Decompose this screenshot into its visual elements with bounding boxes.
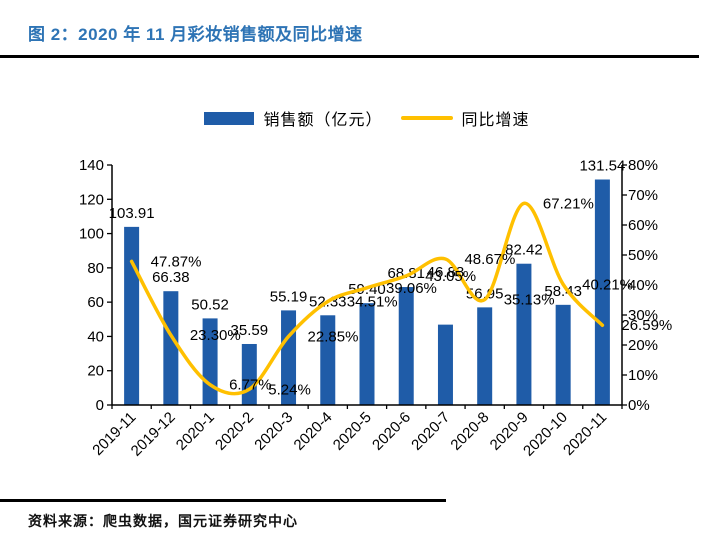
x-axis-category-label: 2020-10 (520, 409, 571, 460)
line-value-label: 22.85% (308, 328, 359, 345)
bar (437, 324, 453, 405)
bar (477, 307, 493, 405)
line-value-label: 67.21% (543, 195, 594, 212)
line-value-label: 48.67% (464, 251, 515, 268)
line-series-swatch (400, 116, 453, 120)
right-axis-tick-label: 50% (628, 247, 658, 264)
left-axis-tick-label: 80 (87, 260, 104, 277)
line-value-label: 43.05% (425, 268, 476, 285)
right-axis-tick-label: 70% (628, 187, 658, 204)
x-axis-category-label: 2020-2 (212, 409, 257, 454)
bar-value-label: 82.42 (505, 242, 543, 259)
x-axis-category-label: 2020-1 (173, 409, 218, 454)
right-axis-tick-label: 60% (628, 217, 658, 234)
x-axis-category-label: 2020-7 (408, 409, 453, 454)
right-axis-tick-label: 80% (628, 157, 658, 174)
legend-label-sales: 销售额（亿元） (263, 112, 383, 129)
x-axis-category-label: 2020-4 (291, 409, 336, 454)
line-value-label: 6.77% (229, 377, 272, 394)
x-axis-category-label: 2020-5 (330, 409, 375, 454)
line-value-label: 35.13% (504, 292, 555, 309)
right-axis-tick-label: 20% (628, 337, 658, 354)
bar (359, 303, 375, 405)
left-axis-tick-label: 40 (87, 328, 104, 345)
bar-value-label: 50.52 (191, 296, 229, 313)
chart-legend: 销售额（亿元） 同比增速 (112, 106, 622, 130)
right-axis-tick-label: 0% (628, 397, 650, 414)
x-axis-category-label: 2020-8 (447, 409, 492, 454)
left-axis-tick-label: 120 (79, 191, 104, 208)
line-value-label: 40.21% (582, 276, 633, 293)
bar-value-label: 66.38 (152, 269, 190, 286)
right-axis-tick-label: 40% (628, 277, 658, 294)
x-axis-category-label: 2020-6 (369, 409, 414, 454)
bar (594, 179, 610, 405)
legend-item-sales: 销售额（亿元） (204, 106, 382, 130)
x-axis-category-label: 2019-12 (128, 409, 179, 460)
left-axis-tick-label: 20 (87, 363, 104, 380)
bar (516, 263, 532, 405)
line-value-label: 39.06% (386, 280, 437, 297)
line-value-label: 23.30% (190, 327, 241, 344)
line-value-label: 5.24% (268, 381, 311, 398)
x-axis-category-label: 2020-11 (560, 409, 610, 459)
bar (241, 343, 257, 405)
bar (555, 304, 571, 405)
line-value-label: 47.87% (151, 253, 202, 270)
bar-value-label: 131.54 (579, 158, 625, 175)
left-axis-tick-label: 60 (87, 294, 104, 311)
combo-chart: 0 20 40 60 80 100 120 140 0% 10% 20% 30% 40% 50% 60% 70… (79, 157, 672, 460)
title-divider (0, 55, 699, 58)
source-divider (0, 499, 446, 502)
x-axis-category-label: 2020-3 (251, 409, 296, 454)
growth-line (129, 201, 605, 396)
left-axis-tick-label: 100 (79, 226, 104, 243)
bar-series-swatch (204, 111, 255, 125)
line-value-label: 26.59% (621, 317, 672, 334)
line-value-label: 34.51% (347, 293, 398, 310)
left-axis-tick-label: 140 (79, 157, 104, 174)
bar-value-label: 103.91 (109, 205, 155, 222)
figure-title: 图 2：2020 年 11 月彩妆销售额及同比增速 (28, 25, 363, 44)
bar (124, 226, 140, 405)
right-axis-tick-label: 10% (628, 367, 658, 384)
legend-label-growth: 同比增速 (461, 112, 530, 129)
legend-item-growth: 同比增速 (400, 106, 530, 130)
source-note: 资料来源：爬虫数据，国元证券研究中心 (28, 515, 298, 530)
left-axis-tick-label: 0 (96, 397, 104, 414)
right-axis-tick-label: 30% (628, 307, 658, 324)
bar-value-label: 55.19 (270, 288, 308, 305)
bar (163, 291, 179, 405)
bar (320, 315, 336, 405)
bar-value-label: 35.59 (231, 322, 269, 339)
bar (398, 287, 414, 405)
